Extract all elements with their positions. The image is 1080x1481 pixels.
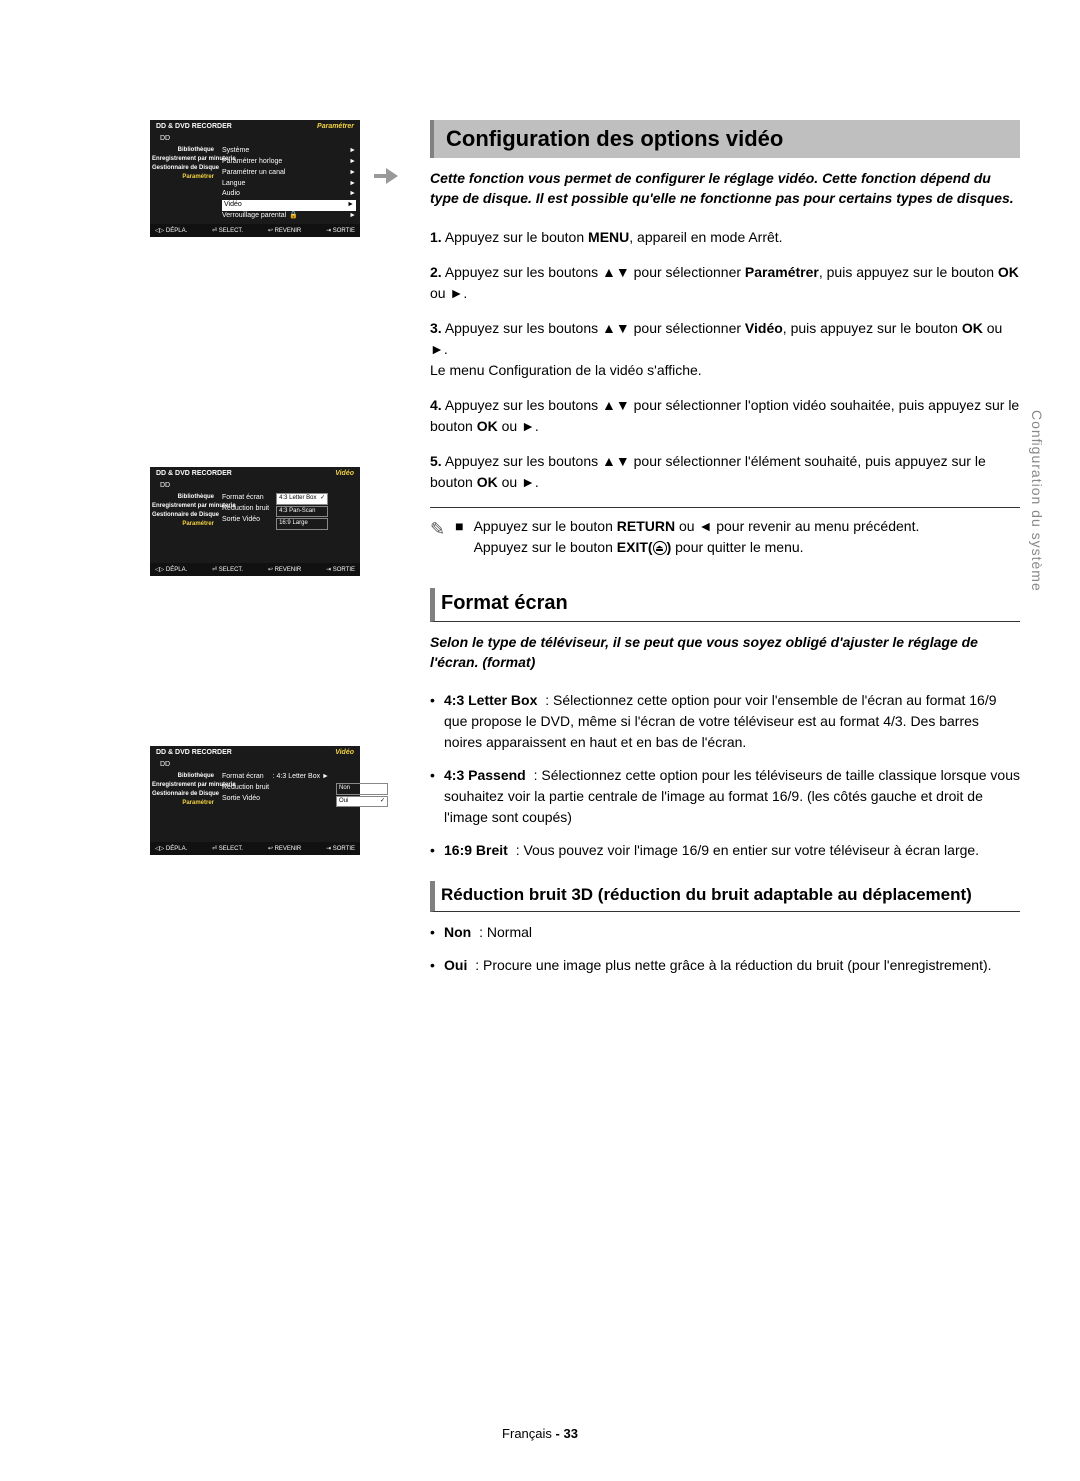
lock-icon: 🔒 <box>289 211 298 222</box>
side-tab-label: Conﬁguration du système <box>1029 410 1045 592</box>
arrow-icon <box>386 168 398 184</box>
format-options-list: • 4:3 Letter Box : Sélectionnez cette op… <box>430 690 1020 861</box>
osd-context: Vidéo <box>335 749 354 756</box>
list-item: • Oui : Procure une image plus nette grâ… <box>430 955 1020 976</box>
step-3: 3. Appuyez sur les boutons ▲▼ pour sélec… <box>430 318 1020 381</box>
osd-mid-menu: Système► Paramétrer horloge► Paramétrer … <box>218 144 360 224</box>
steps-list: 1. Appuyez sur le bouton MENU, appareil … <box>430 227 1020 493</box>
osd-mid-menu: Format écran: 4:3 Letter Box ► Réduction… <box>218 770 333 842</box>
osd-mid-menu: Format écran Réduction bruit Sortie Vidé… <box>218 491 273 563</box>
exit-icon: ⏏ <box>653 541 667 555</box>
noise-options-list: • Non : Normal • Oui : Procure une image… <box>430 922 1020 976</box>
osd-footer: ◁▷ DÉPLA. ⏎ SELECT. ↩ REVENIR ⇥ SORTIE <box>150 842 360 855</box>
right-column: Conﬁguration des options vidéo Cette fon… <box>400 120 1020 1421</box>
osd-brand: DD & DVD RECORDER <box>156 470 232 477</box>
list-item: • 4:3 Letter Box : Sélectionnez cette op… <box>430 690 1020 753</box>
list-item: • 4:3 Passend : Sélectionnez cette optio… <box>430 765 1020 828</box>
osd-sub: DD <box>150 480 360 491</box>
osd-left-menu: Bibliothèque Enregistrement par minuteri… <box>150 491 218 563</box>
osd-footer: ◁▷ DÉPLA. ⏎ SELECT. ↩ REVENIR ⇥ SORTIE <box>150 224 360 237</box>
check-icon: ✓ <box>320 494 325 504</box>
osd-sub: DD <box>150 759 360 770</box>
step-2: 2. Appuyez sur les boutons ▲▼ pour sélec… <box>430 262 1020 304</box>
page-footer: Français - 33 <box>0 1426 1080 1441</box>
bullet-icon: ■ <box>455 516 463 558</box>
step-5: 5. Appuyez sur les boutons ▲▼ pour sélec… <box>430 451 1020 493</box>
osd-screenshot-3: DD & DVD RECORDER Vidéo DD Bibliothèque … <box>150 746 360 855</box>
step-4: 4. Appuyez sur les boutons ▲▼ pour sélec… <box>430 395 1020 437</box>
osd-brand: DD & DVD RECORDER <box>156 123 232 130</box>
list-item: • 16:9 Breit : Vous pouvez voir l'image … <box>430 840 1020 861</box>
list-item: • Non : Normal <box>430 922 1020 943</box>
section-title-video-options: Conﬁguration des options vidéo <box>430 120 1020 158</box>
osd-context: Vidéo <box>335 470 354 477</box>
subsection-title-noise: Réduction bruit 3D (réduction du bruit a… <box>430 881 1020 912</box>
osd-left-menu: Bibliothèque Enregistrement par minuteri… <box>150 144 218 224</box>
osd-screenshot-1: DD & DVD RECORDER Paramétrer DD Biblioth… <box>150 120 360 237</box>
osd-context: Paramétrer <box>317 123 354 130</box>
osd-sub: DD <box>150 133 360 144</box>
osd-right-options: Non Oui✓ <box>333 781 391 842</box>
check-icon: ✓ <box>380 797 385 807</box>
note-block: ✎ ■ Appuyez sur le bouton RETURN ou ◄ po… <box>430 516 1020 558</box>
left-column: DD & DVD RECORDER Paramétrer DD Biblioth… <box>150 120 400 1421</box>
section-intro: Cette fonction vous permet de configurer… <box>430 168 1020 209</box>
note-icon: ✎ <box>430 516 445 558</box>
osd-screenshot-2: DD & DVD RECORDER Vidéo DD Bibliothèque … <box>150 467 360 576</box>
subsection-intro: Selon le type de téléviseur, il se peut … <box>430 632 1020 673</box>
osd-footer: ◁▷ DÉPLA. ⏎ SELECT. ↩ REVENIR ⇥ SORTIE <box>150 563 360 576</box>
osd-right-options: 4:3 Letter Box✓ 4:3 Pan-Scan 16:9 Large <box>273 491 331 563</box>
subsection-title-format: Format écran <box>430 588 1020 622</box>
osd-left-menu: Bibliothèque Enregistrement par minuteri… <box>150 770 218 842</box>
separator <box>430 507 1020 508</box>
osd-brand: DD & DVD RECORDER <box>156 749 232 756</box>
step-1: 1. Appuyez sur le bouton MENU, appareil … <box>430 227 1020 248</box>
